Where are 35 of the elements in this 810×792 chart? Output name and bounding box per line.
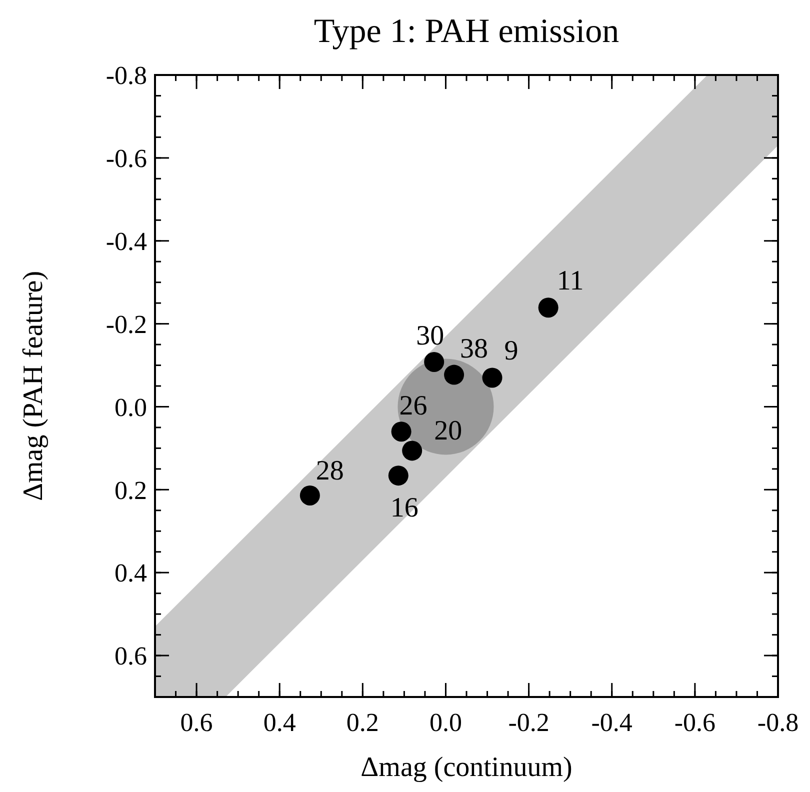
annotation: 20 <box>434 415 462 446</box>
y-tick-label: -0.8 <box>106 61 147 90</box>
point <box>444 364 464 385</box>
point <box>402 440 422 461</box>
point <box>538 298 558 318</box>
x-tick-label: 0.6 <box>180 708 213 737</box>
x-tick-label: 0.2 <box>346 708 379 737</box>
annotation: 9 <box>504 336 518 367</box>
x-axis-title: Δmag (continuum) <box>360 752 572 783</box>
annotation: 16 <box>390 492 418 524</box>
x-tick-label: -0.2 <box>508 708 550 737</box>
y-axis-title: Δmag (PAH feature) <box>18 270 49 502</box>
point <box>391 422 412 442</box>
annotation: 26 <box>399 390 428 422</box>
annotation: 38 <box>460 334 488 365</box>
y-tick-label: -0.6 <box>106 144 147 174</box>
y-tick-label: 0.6 <box>114 642 147 671</box>
annotation: 11 <box>556 265 584 296</box>
y-tick-label: 0.0 <box>114 392 147 422</box>
x-tick-label: 0.4 <box>263 708 296 737</box>
annotation: 30 <box>416 320 444 352</box>
y-tick-label: 0.2 <box>114 476 147 505</box>
y-tick-label: -0.4 <box>106 226 147 256</box>
point <box>300 485 320 506</box>
y-tick-label: 0.4 <box>114 558 147 588</box>
x-tick-label: -0.8 <box>757 708 799 737</box>
x-tick-label: 0.0 <box>429 708 462 737</box>
point <box>388 466 408 486</box>
x-tick-label: -0.6 <box>674 708 716 737</box>
chart-title: Type 1: PAH emission <box>314 13 620 50</box>
point <box>424 352 444 372</box>
point <box>482 368 502 388</box>
y-tick-label: -0.2 <box>106 310 147 339</box>
annotation: 28 <box>316 455 344 486</box>
x-tick-label: -0.4 <box>591 708 632 737</box>
